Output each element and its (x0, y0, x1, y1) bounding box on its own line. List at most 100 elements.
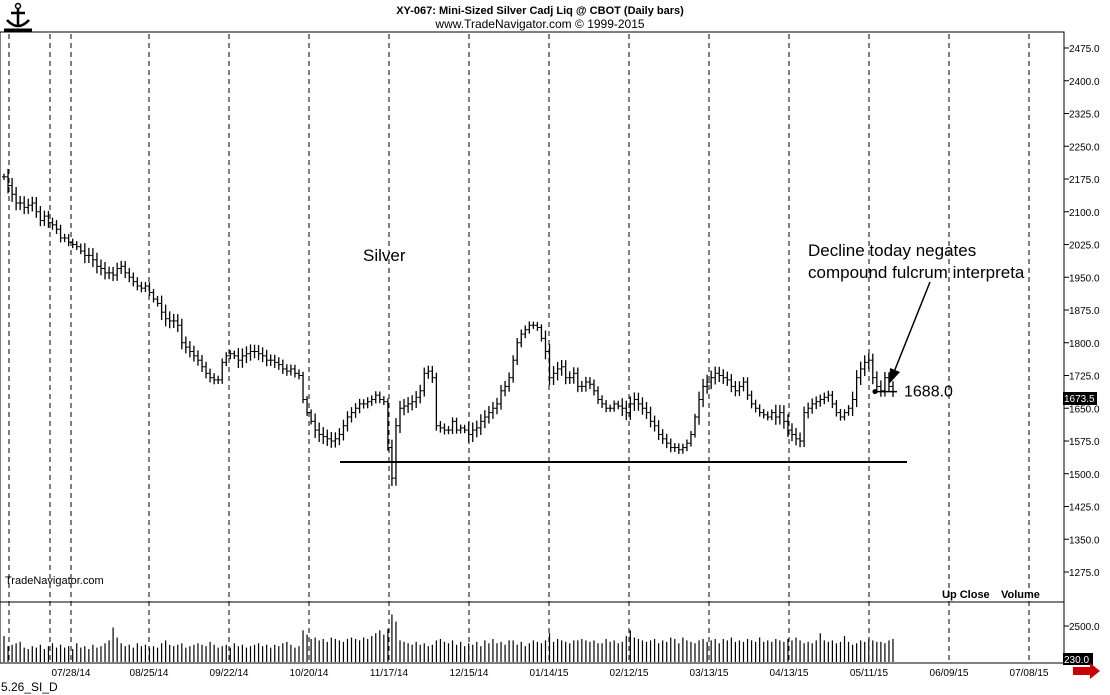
price-bar (462, 424, 467, 434)
price-bar (385, 398, 390, 451)
price-bar (628, 396, 633, 420)
price-bar (78, 243, 83, 255)
price-bar (183, 336, 188, 354)
y-tick-label: 1725.0 (1069, 372, 1100, 383)
price-bar (450, 417, 455, 435)
scroll-right-arrow-icon[interactable] (1073, 663, 1100, 679)
price-bar (309, 409, 314, 425)
price-bar (200, 354, 205, 373)
price-bar (292, 364, 297, 378)
price-bar (147, 282, 152, 297)
price-bar (672, 443, 677, 453)
price-bars (2, 168, 895, 486)
price-bar (373, 391, 378, 404)
price-bar (236, 347, 241, 369)
price-bar (272, 354, 277, 368)
x-tick-label: 11/17/14 (370, 668, 409, 679)
price-bar (802, 406, 807, 448)
last-price-box (1063, 391, 1097, 405)
price-bar (361, 399, 366, 409)
price-bar (155, 295, 160, 307)
price-bar (486, 406, 491, 424)
price-bar (834, 399, 839, 417)
price-bar (644, 401, 649, 419)
price-bar (159, 295, 164, 321)
price-bar (773, 404, 778, 425)
price-bar (684, 439, 689, 452)
price-bar (406, 397, 411, 413)
volume-tick-label: 2500.0 (1069, 622, 1100, 633)
price-bar (814, 396, 819, 410)
price-bar (220, 358, 225, 384)
price-bar (301, 371, 306, 404)
price-bar (46, 210, 51, 228)
price-bar (567, 371, 572, 384)
price-bar (268, 354, 273, 366)
price-bar (781, 405, 786, 429)
price-bar (850, 391, 855, 417)
price-bar (717, 366, 722, 383)
price-bar (583, 376, 588, 392)
price-bar (66, 234, 71, 247)
price-bar (563, 360, 568, 385)
x-tick-label: 12/15/14 (450, 668, 489, 679)
x-tick-label: 01/14/15 (530, 668, 569, 679)
chart-title: XY-067: Mini-Sized Silver Cadj Liq @ CBO… (396, 5, 684, 17)
y-tick-label: 1800.0 (1069, 339, 1100, 350)
price-bar (10, 177, 15, 202)
price-bar (414, 391, 419, 408)
anchor-logo-icon (4, 2, 32, 32)
grid-lines (8, 34, 1030, 662)
x-tick-label: 10/20/14 (290, 668, 329, 679)
chart-subtitle: www.TradeNavigator.com © 1999-2015 (434, 17, 644, 31)
price-bar (559, 359, 564, 376)
price-bar (874, 371, 879, 393)
comment-line-1: Decline today negates (808, 241, 976, 260)
price-bar (636, 392, 641, 411)
price-bar (151, 289, 156, 303)
price-bar (313, 413, 318, 438)
y-tick-label: 1950.0 (1069, 273, 1100, 284)
price-bar (713, 366, 718, 385)
y-tick-label: 1275.0 (1069, 568, 1100, 579)
price-bar (789, 423, 794, 442)
y-tick-label: 2250.0 (1069, 142, 1100, 153)
price-bar (866, 353, 871, 370)
price-bar (870, 353, 875, 385)
price-bar (349, 407, 354, 423)
x-tick-label: 09/22/14 (210, 668, 249, 679)
price-bar (410, 395, 415, 411)
price-bar (107, 266, 112, 280)
price-bar (842, 409, 847, 421)
price-bar (284, 364, 289, 376)
price-bar (317, 422, 322, 443)
price-bar (212, 373, 217, 385)
price-bar (531, 321, 536, 329)
price-bar (652, 415, 657, 432)
price-bar (608, 404, 613, 412)
price-bar (737, 381, 742, 397)
price-bar (224, 352, 229, 367)
price-bar (745, 377, 750, 400)
price-bar (422, 367, 427, 397)
price-bar (94, 252, 99, 274)
y-tick-label: 1350.0 (1069, 535, 1100, 546)
price-bar (891, 381, 895, 397)
price-bar (244, 346, 249, 364)
price-bar (458, 424, 463, 434)
price-bar (676, 443, 681, 454)
price-bar (195, 350, 200, 366)
y-tick-label: 1875.0 (1069, 306, 1100, 317)
y-axis: 2475.0 2400.0 2325.0 2250.0 2175.0 2100.0 2025… (1064, 44, 1100, 579)
y-tick-label: 1650.0 (1069, 404, 1100, 415)
price-bar (135, 277, 140, 291)
price-bar (248, 344, 253, 361)
price-bar (616, 400, 621, 410)
y-tick-label: 2175.0 (1069, 175, 1100, 186)
price-bar (474, 420, 479, 438)
price-bar (446, 425, 451, 435)
price-bar (381, 396, 386, 406)
y-tick-label: 2325.0 (1069, 110, 1100, 121)
price-bar (131, 272, 136, 287)
